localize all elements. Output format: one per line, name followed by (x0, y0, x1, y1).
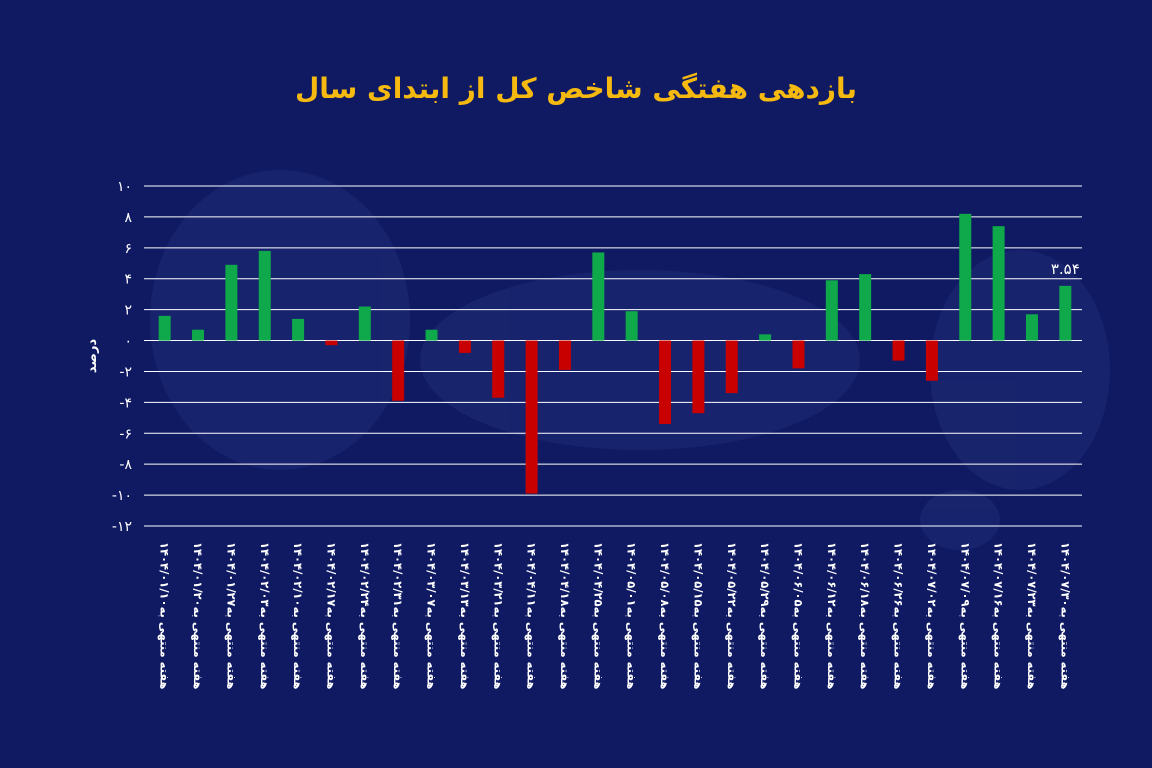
bar (725, 340, 738, 394)
x-tick-label: هفته منتهی به۱۴۰۴/۰۷/۲۳ (1025, 542, 1039, 690)
bar (659, 340, 672, 424)
bar (225, 264, 238, 341)
x-tick-label: هفته منتهی به۱۴۰۴/۰۵/۲۲ (725, 542, 739, 690)
bar (1059, 285, 1072, 341)
x-tick-label: هفته منتهی به۱۴۰۴/۰۳/۲۱ (491, 542, 505, 690)
x-tick-label: هفته منتهی به۱۴۰۴/۰۶/۱۲ (825, 542, 839, 690)
bar (192, 329, 205, 341)
bar (992, 226, 1005, 341)
y-tick-label: -۲ (119, 364, 132, 380)
bar (425, 329, 438, 341)
bar (692, 340, 705, 414)
x-tick-label: هفته منتهی به۱۴۰۴/۰۷/۱۶ (992, 542, 1006, 690)
bar (358, 306, 371, 341)
bar (792, 340, 805, 369)
x-tick-label: هفته منتهی به۱۴۰۴/۰۱/۲۷ (224, 542, 238, 690)
y-tick-label: -۱۲ (112, 519, 132, 535)
x-tick-label: هفته منتهی به۱۴۰۴/۰۴/۲۵ (591, 542, 605, 690)
x-tick-label: هفته منتهی به۱۴۰۴/۰۵/۰۸ (658, 542, 672, 690)
x-tick-label: هفته منتهی به۱۴۰۴/۰۴/۱۸ (558, 542, 572, 690)
x-tick-label: هفته منتهی به۱۴۰۴/۰۷/۰۹ (958, 542, 972, 690)
bar (525, 340, 538, 494)
y-tick-label: ۶ (124, 241, 132, 257)
x-tick-label: هفته منتهی به۱۴۰۴/۰۲/۲۴ (358, 542, 372, 690)
x-tick-label: هفته منتهی به۱۴۰۴/۰۵/۱۵ (691, 542, 705, 690)
x-tick-label: هفته منتهی به۱۴۰۴/۰۵/۰۱ (625, 542, 639, 690)
data-label: ۳.۵۴ (1051, 260, 1080, 278)
y-tick-label: ۸ (124, 210, 132, 226)
y-tick-label: ۱۰ (117, 179, 132, 195)
bar (925, 340, 938, 381)
x-tick-label: هفته منتهی به۱۴۰۴/۰۲/۳۱ (391, 542, 405, 690)
y-tick-label: -۱۰ (112, 488, 132, 504)
bar (492, 340, 505, 398)
x-tick-label: هفته منتهی به۱۴۰۴/۰۱/۱۰ (158, 542, 172, 690)
bar (258, 250, 271, 341)
x-tick-label: هفته منتهی به۱۴۰۴/۰۶/۱۸ (858, 542, 872, 690)
bar (1025, 314, 1038, 341)
bar (292, 318, 305, 341)
y-tick-label: -۴ (119, 395, 132, 411)
x-tick-label: هفته منتهی به۱۴۰۴/۰۳/۰۷ (425, 542, 439, 690)
y-axis-label: درصد (85, 339, 100, 374)
x-tick-label: هفته منتهی به۱۴۰۴/۰۲/۰۳ (258, 542, 272, 690)
x-tick-label: هفته منتهی به۱۴۰۴/۰۱/۲۰ (191, 542, 205, 690)
bar (558, 340, 571, 370)
bar (859, 274, 872, 341)
x-tick-label: هفته منتهی به۱۴۰۴/۰۵/۲۹ (758, 542, 772, 690)
bar (625, 311, 638, 341)
y-tick-label: -۶ (119, 426, 132, 442)
x-tick-label: هفته منتهی به۱۴۰۴/۰۷/۳۰ (1058, 542, 1072, 690)
bar (325, 340, 338, 346)
bar (592, 252, 605, 341)
bar (959, 213, 972, 341)
bar (759, 334, 772, 341)
bar (392, 340, 405, 401)
x-tick-label: هفته منتهی به۱۴۰۴/۰۳/۱۳ (458, 542, 472, 690)
x-tick-label: هفته منتهی به۱۴۰۴/۰۲/۱۰ (291, 542, 305, 690)
x-tick-label: هفته منتهی به۱۴۰۴/۰۷/۰۲ (925, 542, 939, 690)
y-tick-label: ۲ (124, 303, 132, 319)
bar (158, 315, 171, 341)
y-tick-label: ۴ (124, 272, 132, 288)
bar (458, 340, 471, 353)
y-tick-label: ۰ (124, 334, 132, 350)
bar (892, 340, 905, 361)
y-tick-label: -۸ (119, 457, 132, 473)
x-tick-label: هفته منتهی به۱۴۰۴/۰۶/۲۶ (892, 542, 906, 690)
x-tick-label: هفته منتهی به۱۴۰۴/۰۴/۱۱ (525, 542, 539, 690)
x-tick-label: هفته منتهی به۱۴۰۴/۰۶/۰۵ (791, 542, 805, 690)
bar (825, 280, 838, 341)
x-tick-label: هفته منتهی به۱۴۰۴/۰۲/۱۷ (324, 542, 338, 690)
chart-title: بازدهی هفتگی شاخص کل از ابتدای سال (294, 72, 858, 105)
